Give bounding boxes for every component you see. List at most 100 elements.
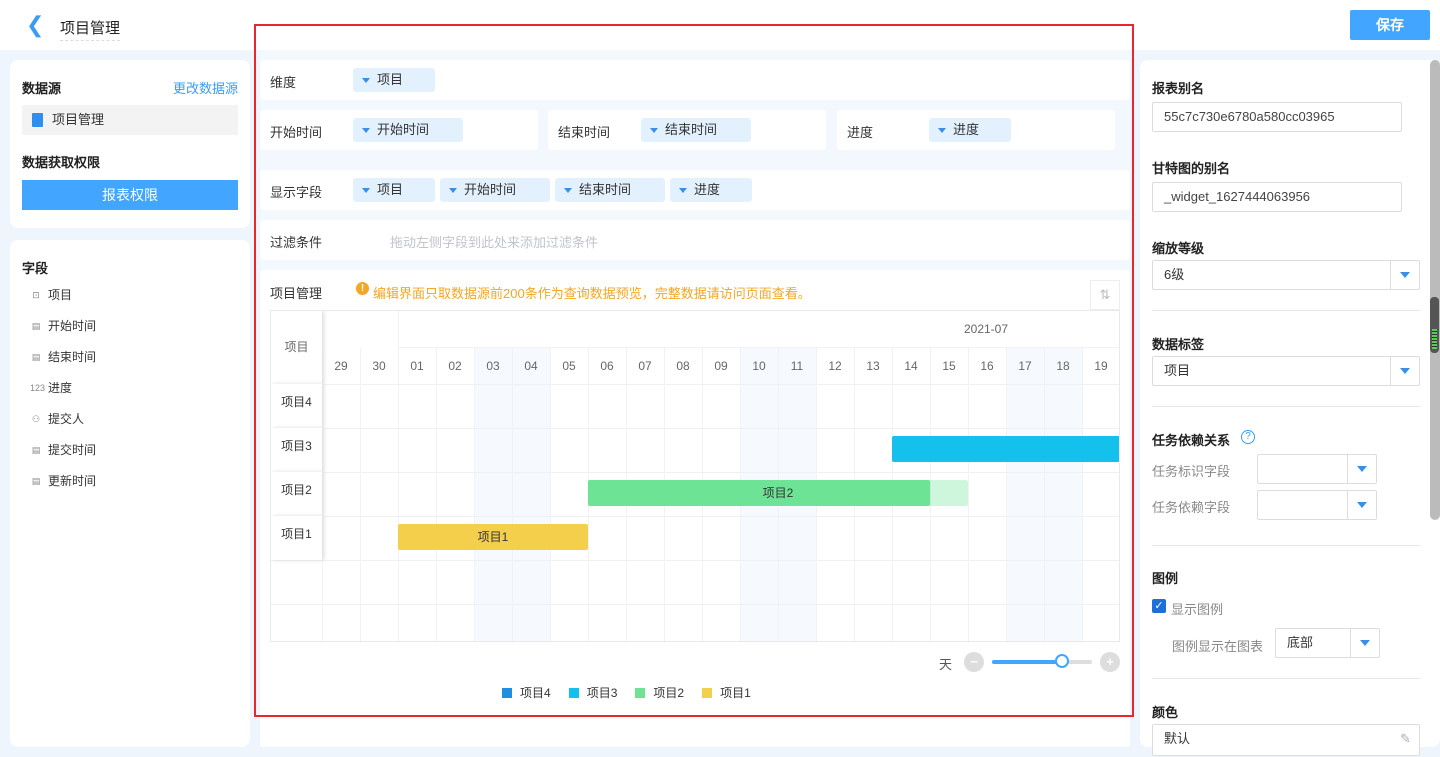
show-legend-label: 显示图例	[1171, 602, 1224, 617]
dimension-pill[interactable]: 项目	[353, 68, 435, 92]
field-item[interactable]: ▤ 结束时间	[30, 347, 96, 367]
display-pill[interactable]: 结束时间	[555, 178, 665, 202]
warning-icon: !	[356, 282, 369, 295]
task-bar[interactable]: 项目1	[398, 524, 588, 550]
page-title[interactable]: 项目管理	[60, 17, 121, 41]
day-column	[322, 348, 360, 641]
day-label: 09	[714, 359, 728, 373]
number-icon: 123	[30, 383, 46, 393]
preview-warning: 编辑界面只取数据源前200条作为查询数据预览，完整数据请访问页面查看。	[373, 286, 811, 301]
alias-label: 报表别名	[1152, 81, 1205, 96]
zoom-slider[interactable]	[992, 654, 1092, 668]
divider	[1152, 545, 1420, 546]
gantt-row	[271, 516, 1119, 560]
datasource-item[interactable]: 项目管理	[22, 105, 238, 135]
day-label: 29	[334, 359, 348, 373]
zoom-unit-label: 天	[939, 657, 953, 672]
chevron-down-icon[interactable]	[1347, 455, 1376, 483]
field-label: 结束时间	[48, 350, 97, 364]
end-pill[interactable]: 结束时间	[641, 118, 751, 142]
gantt-alias-input[interactable]: _widget_1627444063956	[1152, 182, 1402, 212]
color-value: 默认	[1164, 731, 1191, 746]
back-chevron-icon[interactable]: ❮	[26, 12, 45, 37]
task-bar[interactable]: 项目2	[588, 480, 968, 506]
dimension-label: 维度	[270, 75, 297, 90]
legend-position-select[interactable]: 底部	[1275, 628, 1380, 658]
scrollbar[interactable]	[1430, 60, 1440, 520]
day-column	[474, 348, 512, 641]
filter-row[interactable]: 过滤条件 拖动左侧字段到此处来添加过滤条件	[260, 220, 1130, 260]
field-item[interactable]: ⚇ 提交人	[30, 409, 84, 429]
legend-item[interactable]: 项目3	[568, 684, 618, 701]
day-label: 13	[866, 359, 880, 373]
help-icon[interactable]: ?	[1241, 430, 1255, 444]
field-item[interactable]: 123 进度	[30, 378, 72, 398]
gantt-chart: 项目 29 30 01 02 03 04 05 06 07 08 09 10 11 12 13 14 15 16 17…	[270, 310, 1120, 642]
day-label: 30	[372, 359, 386, 373]
dimension-row: 维度 项目	[260, 60, 1130, 100]
field-item[interactable]: ▤ 开始时间	[30, 316, 96, 336]
task-progress-fill	[588, 480, 930, 506]
day-column	[360, 348, 398, 641]
task-progress-fill	[398, 524, 588, 550]
row-header: 项目	[271, 311, 322, 384]
day-label: 12	[828, 359, 842, 373]
calendar-icon: ▤	[31, 445, 41, 455]
chevron-down-icon[interactable]	[1390, 357, 1419, 385]
legend-item[interactable]: 项目2	[635, 684, 684, 701]
save-button[interactable]: 保存	[1350, 10, 1430, 40]
day-label: 05	[562, 359, 576, 373]
dropdown-icon: ⊡	[32, 290, 40, 300]
chevron-down-icon[interactable]	[1350, 629, 1379, 657]
display-pill[interactable]: 进度	[670, 178, 752, 202]
sort-toggle-icon[interactable]: ⇅	[1090, 280, 1120, 310]
end-row: 结束时间 结束时间	[548, 110, 826, 150]
show-legend-checkbox[interactable]: ✓	[1152, 599, 1166, 613]
chevron-down-icon[interactable]	[1390, 261, 1419, 289]
field-label: 提交人	[48, 412, 85, 426]
field-item[interactable]: ▤ 更新时间	[30, 471, 96, 491]
zoom-level-value: 6级	[1164, 267, 1185, 282]
report-permission-button[interactable]: 报表权限	[22, 180, 238, 210]
display-pill[interactable]: 项目	[353, 178, 435, 202]
legend-item[interactable]: 项目1	[702, 684, 751, 701]
data-label-value: 项目	[1164, 363, 1191, 378]
zoom-in-icon[interactable]: +	[1100, 652, 1120, 672]
data-label-select[interactable]: 项目	[1152, 356, 1420, 386]
fields-card: 字段	[10, 240, 250, 747]
task-id-select[interactable]	[1257, 454, 1377, 484]
zoom-out-icon[interactable]: −	[964, 652, 984, 672]
field-item[interactable]: ▤ 提交时间	[30, 440, 96, 460]
day-column	[436, 348, 474, 641]
chevron-down-icon[interactable]	[1347, 491, 1376, 519]
day-label: 17	[1018, 359, 1032, 373]
divider	[1152, 406, 1420, 407]
change-datasource-link[interactable]: 更改数据源	[172, 81, 238, 96]
start-pill[interactable]: 开始时间	[353, 118, 463, 142]
zoom-level-select[interactable]: 6级	[1152, 260, 1420, 290]
day-label: 19	[1094, 359, 1108, 373]
display-label: 显示字段	[270, 185, 323, 200]
day-column	[1082, 348, 1119, 641]
zoom-slider-handle[interactable]	[1055, 654, 1069, 668]
day-label: 03	[486, 359, 500, 373]
scrollbar-thumb[interactable]	[1430, 297, 1439, 353]
edit-icon[interactable]: ✎	[1400, 731, 1411, 746]
alias-input[interactable]: 55c7c730e6780a580cc03965	[1152, 102, 1402, 132]
legend-label: 项目3	[586, 686, 618, 700]
day-label: 02	[448, 359, 462, 373]
task-bar[interactable]	[892, 436, 1119, 462]
gantt-row	[271, 428, 1119, 472]
legend-label: 项目4	[520, 686, 551, 700]
legend-label: 项目1	[720, 686, 751, 700]
day-column	[398, 348, 436, 641]
display-pill[interactable]: 开始时间	[440, 178, 550, 202]
task-dep-select[interactable]	[1257, 490, 1377, 520]
task-label: 项目4	[271, 384, 322, 428]
legend-position-value: 底部	[1287, 635, 1314, 650]
end-label: 结束时间	[558, 125, 611, 140]
progress-pill[interactable]: 进度	[929, 118, 1011, 142]
legend-item[interactable]: 项目4	[502, 684, 551, 701]
field-item[interactable]: ⊡ 项目	[30, 285, 72, 305]
color-input[interactable]: 默认 ✎	[1152, 724, 1420, 756]
